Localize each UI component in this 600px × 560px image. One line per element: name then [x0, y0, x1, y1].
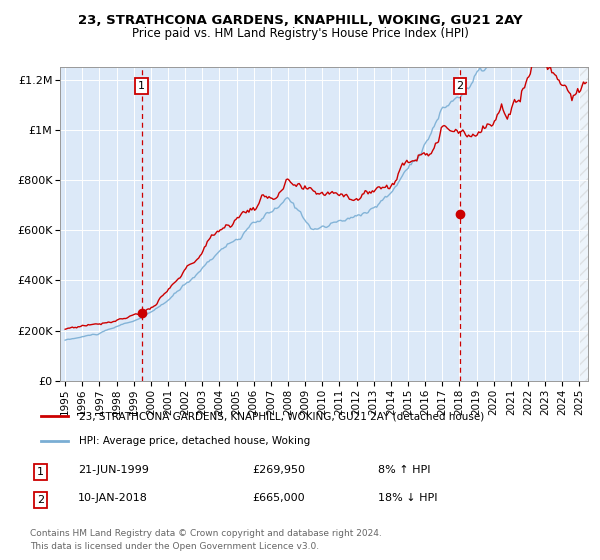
Text: 2: 2	[457, 81, 464, 91]
Text: Price paid vs. HM Land Registry's House Price Index (HPI): Price paid vs. HM Land Registry's House …	[131, 27, 469, 40]
Text: 23, STRATHCONA GARDENS, KNAPHILL, WOKING, GU21 2AY (detached house): 23, STRATHCONA GARDENS, KNAPHILL, WOKING…	[79, 411, 484, 421]
Text: 23, STRATHCONA GARDENS, KNAPHILL, WOKING, GU21 2AY: 23, STRATHCONA GARDENS, KNAPHILL, WOKING…	[77, 14, 523, 27]
Text: 1: 1	[138, 81, 145, 91]
Text: £269,950: £269,950	[252, 465, 305, 475]
Text: 2: 2	[37, 495, 44, 505]
Text: 1: 1	[37, 467, 44, 477]
Bar	[580, 67, 588, 381]
Text: £665,000: £665,000	[252, 493, 305, 503]
Text: 10-JAN-2018: 10-JAN-2018	[78, 493, 148, 503]
Text: 18% ↓ HPI: 18% ↓ HPI	[378, 493, 437, 503]
Text: 21-JUN-1999: 21-JUN-1999	[78, 465, 149, 475]
Text: 8% ↑ HPI: 8% ↑ HPI	[378, 465, 431, 475]
Text: This data is licensed under the Open Government Licence v3.0.: This data is licensed under the Open Gov…	[30, 542, 319, 550]
Text: HPI: Average price, detached house, Woking: HPI: Average price, detached house, Woki…	[79, 436, 310, 446]
Text: Contains HM Land Registry data © Crown copyright and database right 2024.: Contains HM Land Registry data © Crown c…	[30, 529, 382, 538]
